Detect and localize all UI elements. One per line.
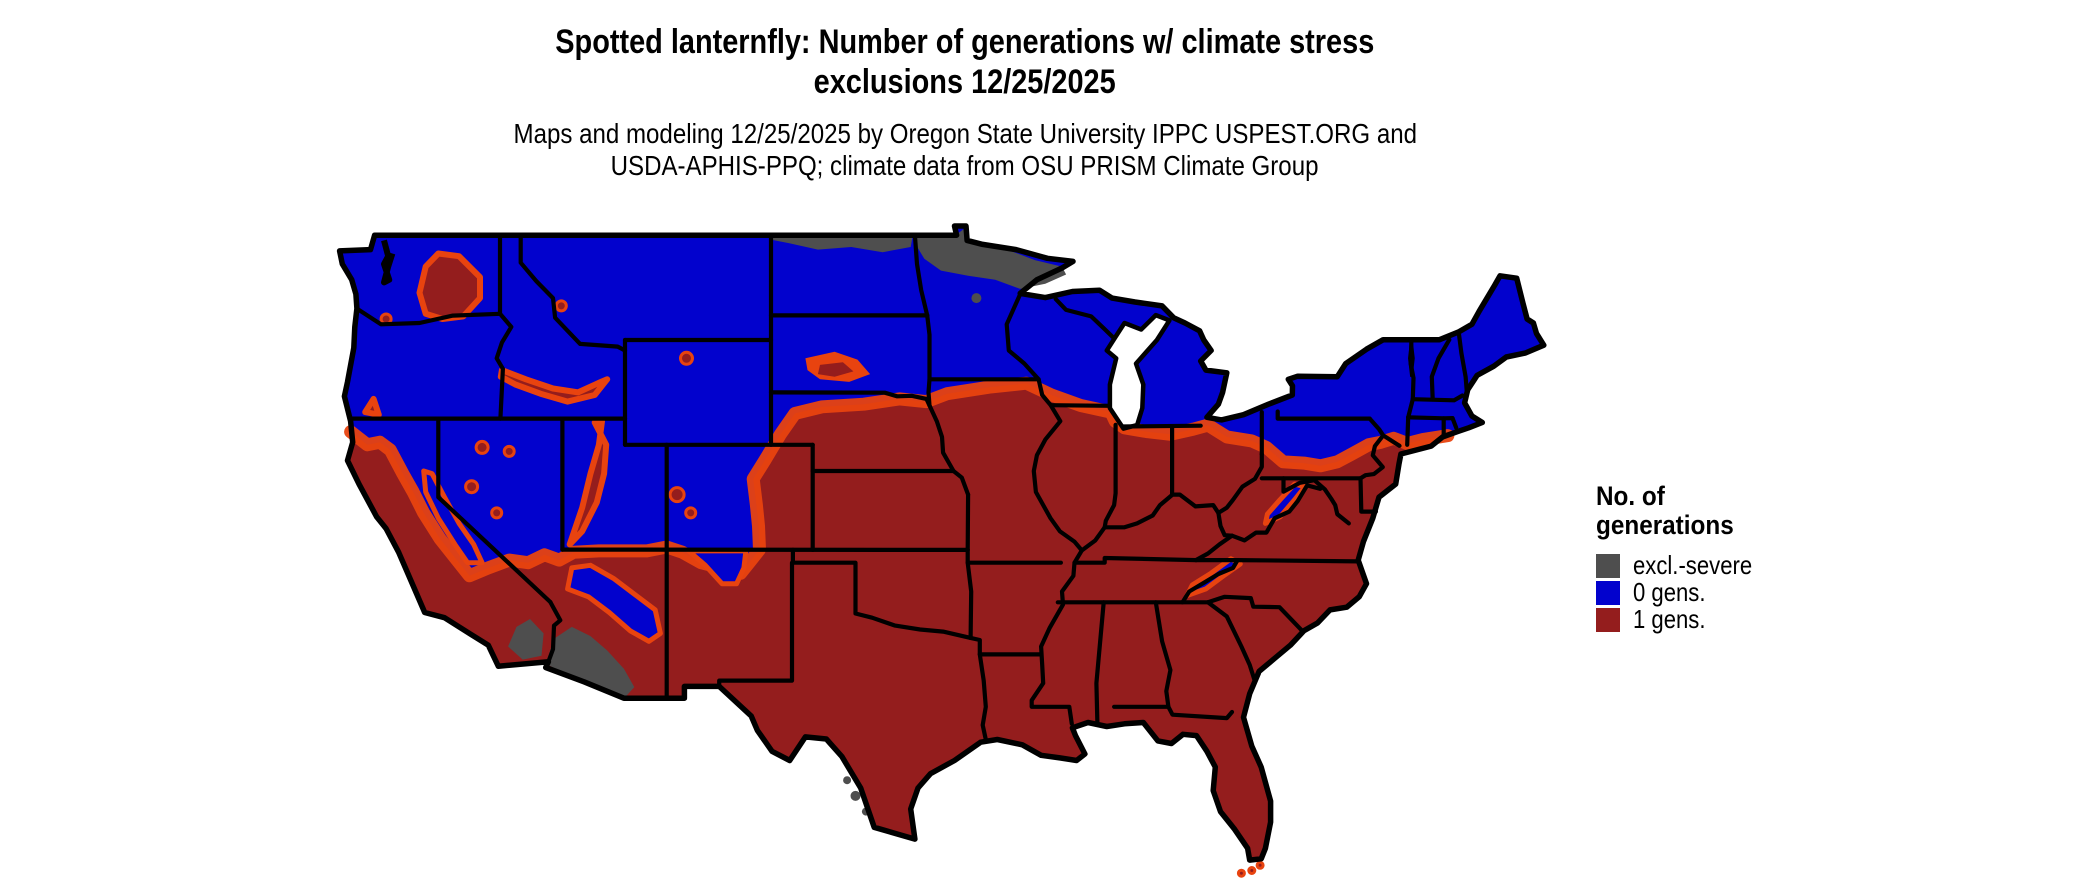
gray-dot [843,776,852,785]
title-line-1: Spotted lanternfly: Number of generation… [555,23,1375,61]
legend-title-line-1: No. of [1596,481,1665,511]
page-subtitle: Maps and modeling 12/25/2025 by Oregon S… [340,118,1590,182]
legend-swatch-1-gens [1596,607,1620,632]
state-border [1205,594,1305,634]
state-border [1381,433,1402,448]
state-border [1004,292,1041,382]
state-border [436,416,553,605]
state-border [1102,422,1118,530]
red-core-south-dakota [817,362,854,377]
legend-item-label: 1 gens. [1633,604,1706,634]
red-dot [668,486,686,504]
blue-patch-arizona-plateau [565,562,663,644]
state-border [518,233,628,353]
state-border [1358,476,1378,514]
red-patch-utah-valleys [566,418,610,548]
state-border [1358,416,1386,481]
state-border [790,547,973,640]
red-dot [684,506,698,520]
state-border [965,547,974,640]
state-border [1281,476,1351,526]
state-border [1048,403,1112,408]
legend-items: excl.-severe 0 gens. 1 gens. [1596,552,1896,633]
state-border [1410,393,1465,403]
state-border [1450,416,1459,430]
state-border [927,403,971,497]
state-border [1120,423,1203,429]
state-border [1153,600,1173,709]
lake-michigan [1104,312,1172,431]
state-border [1406,415,1455,421]
gray-patch-north-dakota [772,235,913,253]
state-border [1094,600,1106,726]
legend-title-line-2: generations [1596,510,1734,540]
state-border [546,599,563,664]
gray-patch-california-desert [508,619,544,660]
puget-sound [381,239,396,286]
state-border [912,233,930,318]
state-border [968,635,988,742]
state-border [1429,337,1452,402]
legend-item-1-gens: 1 gens. [1596,606,1896,633]
state-border [1406,397,1415,420]
state-border [1229,483,1323,543]
chart-header: Spotted lanternfly: Number of generation… [340,22,1590,182]
state-border [354,306,503,327]
state-border [1456,330,1469,393]
red-dot [474,439,490,455]
state-border [494,311,514,421]
page-title: Spotted lanternfly: Number of generation… [340,22,1590,102]
state-border [1408,337,1416,402]
subtitle-line-1: Maps and modeling 12/25/2025 by Oregon S… [513,118,1417,149]
gray-patch-arizona [545,626,635,697]
state-border [768,390,932,408]
red-patch-rogue-valley [362,395,382,418]
state-border [1205,600,1257,682]
red-dot [490,506,504,520]
state-border [717,560,795,689]
legend-item-excl-severe: excl.-severe [1596,552,1896,579]
red-dot [502,444,516,458]
state-border [1102,452,1264,530]
red-patch-snake-plain [497,367,611,405]
state-border [1275,409,1372,421]
legend-item-0-gens: 0 gens. [1596,579,1896,606]
state-border [1405,415,1411,447]
legend-swatch-0-gens [1596,580,1620,605]
us-outline [336,223,1547,863]
red-dot [679,350,694,366]
legend-item-label: excl.-severe [1633,550,1753,580]
state-border [1029,377,1084,726]
state-border [1053,297,1116,340]
state-border [1193,533,1235,563]
gray-patch-minnesota [914,227,1067,289]
gray-dot [971,293,982,304]
red-dot [464,479,480,495]
gray-dot [850,790,861,801]
red-dot [1255,860,1265,870]
state-border [1216,510,1235,538]
legend-item-label: 0 gens. [1633,577,1706,607]
state-border [925,313,932,408]
legend-swatch-excl-severe [1596,553,1620,578]
red-dot [1236,868,1246,878]
subtitle-line-2: USDA-APHIS-PPQ; climate data from OSU PR… [611,150,1319,181]
state-border [1072,555,1361,565]
legend: No. of generations excl.-severe 0 gens. 1 … [1596,482,1896,633]
state-border [1180,558,1240,605]
state-border [1079,525,1107,553]
red-dot [554,299,568,313]
state-border [1112,704,1235,721]
red-dot [1247,866,1257,875]
title-line-2: exclusions 12/25/2025 [813,63,1117,101]
transition-fringe [344,376,1455,583]
